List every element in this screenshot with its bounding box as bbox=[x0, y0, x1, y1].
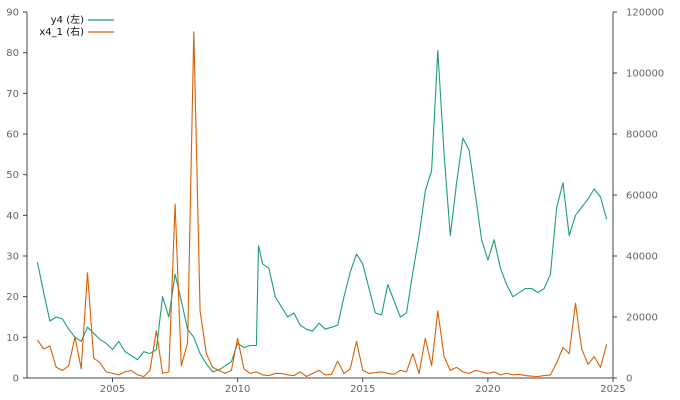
series-line-x4-1 bbox=[36, 31, 608, 378]
series-line-y4 bbox=[36, 50, 608, 373]
x-tick-label: 2020 bbox=[475, 384, 500, 395]
y-right-axis-ticks: 0 20000 40000 60000 80000 100000 120000 bbox=[613, 8, 664, 385]
y-left-tick-label: 10 bbox=[6, 333, 19, 344]
y-left-tick-label: 70 bbox=[6, 89, 19, 100]
y-left-tick-label: 20 bbox=[6, 292, 19, 303]
y-right-tick-label: 80000 bbox=[626, 130, 658, 141]
y-right-tick-label: 120000 bbox=[626, 8, 664, 19]
y-left-axis-ticks: 0 10 20 30 40 50 60 70 80 90 bbox=[6, 8, 27, 385]
y-right-tick-label: 100000 bbox=[626, 69, 664, 80]
x-tick-label: 2025 bbox=[600, 384, 625, 395]
y-left-tick-label: 30 bbox=[6, 252, 19, 263]
y-right-tick-label: 0 bbox=[626, 374, 632, 385]
y-left-tick-label: 50 bbox=[6, 170, 19, 181]
x-tick-label: 2010 bbox=[225, 384, 250, 395]
y-left-tick-label: 40 bbox=[6, 211, 19, 222]
y-left-tick-label: 90 bbox=[6, 8, 19, 19]
y-left-tick-label: 60 bbox=[6, 130, 19, 141]
y-left-tick-label: 80 bbox=[6, 48, 19, 59]
y-right-tick-label: 20000 bbox=[626, 313, 658, 324]
y-right-tick-label: 60000 bbox=[626, 191, 658, 202]
y-left-tick-label: 0 bbox=[13, 374, 19, 385]
x-axis-ticks: 2005 2010 2015 2020 2025 bbox=[100, 378, 626, 395]
x-tick-label: 2015 bbox=[350, 384, 375, 395]
legend-label-x4-1: x4_1 (右) bbox=[39, 25, 84, 38]
legend-label-y4: y4 (左) bbox=[51, 13, 84, 26]
x-tick-label: 2005 bbox=[100, 384, 125, 395]
series-lines bbox=[36, 31, 608, 378]
legend: y4 (左) x4_1 (右) bbox=[39, 13, 114, 38]
y-right-tick-label: 40000 bbox=[626, 252, 658, 263]
